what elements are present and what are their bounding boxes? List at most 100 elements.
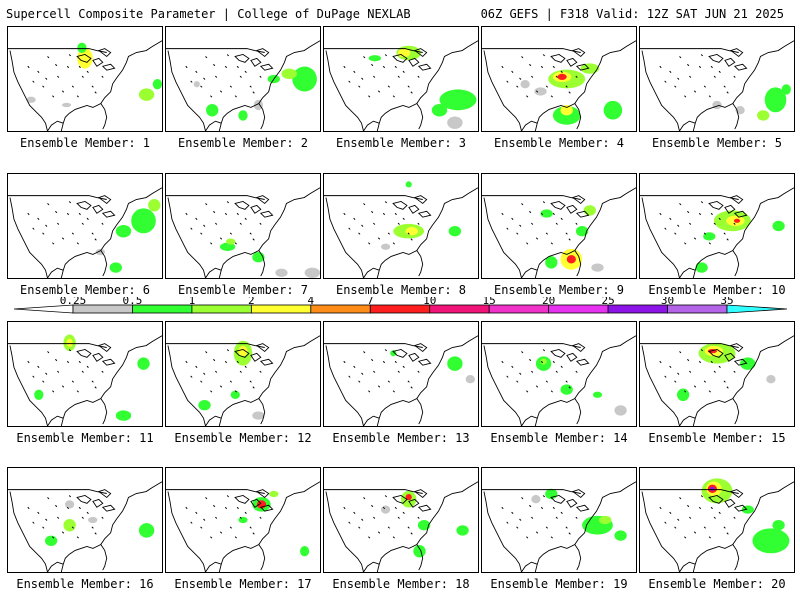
state-boundary-mark [229,232,232,235]
member-label: Ensemble Member: 6 [19,283,151,297]
colorbar: 0.25 0.5 1 2 4 7 10 15 20 25 30 35 [13,297,788,314]
geography-line [534,40,636,131]
geography-line [325,345,364,426]
state-boundary-mark [687,358,690,362]
state-boundary-mark [368,242,371,245]
state-boundary-mark [521,203,524,206]
state-boundary-mark [718,511,721,514]
state-boundary-mark [529,358,532,362]
ensemble-member-map [481,173,637,279]
geography-line [732,103,740,130]
geography-line [521,415,538,426]
state-boundary-mark [239,516,242,519]
geography-line [641,491,680,572]
state-boundary-mark [540,212,544,216]
state-boundary-mark [679,203,682,206]
member-label: Ensemble Member: 16 [16,577,154,591]
state-boundary-mark [361,372,364,375]
state-boundary-mark [371,210,374,214]
state-boundary-mark [664,375,667,378]
state-boundary-mark [501,360,504,364]
geography-line [167,345,206,426]
geography-line [376,187,478,278]
ensemble-member-map [639,173,795,279]
geography-line [363,561,380,572]
state-boundary-mark [535,385,539,388]
state-boundary-mark [353,217,356,220]
geography-line [324,489,423,494]
state-boundary-mark [219,237,223,240]
state-boundary-mark [545,85,548,88]
scp-contour [397,48,411,58]
geography-line [392,343,432,366]
scp-contour [603,100,623,120]
state-boundary-mark [94,91,97,94]
state-boundary-mark [703,232,706,235]
state-boundary-mark [689,370,692,373]
state-boundary-mark [353,70,356,73]
state-boundary-mark [511,70,514,73]
map-canvas [640,40,794,131]
geography-line [550,48,590,71]
state-boundary-mark [358,232,361,235]
state-boundary-mark [726,532,729,535]
state-boundary-mark [42,526,45,529]
state-boundary-mark [371,358,374,362]
map-canvas [166,335,320,426]
state-boundary-mark [55,504,58,508]
map-canvas [8,334,162,426]
state-boundary-mark [52,95,55,98]
geography-line [100,103,108,130]
state-boundary-mark [55,358,58,362]
state-boundary-mark [229,85,232,88]
scp-contour [575,226,589,237]
state-boundary-mark [708,536,711,539]
state-boundary-mark [550,390,553,393]
colorbar-swatch [548,304,609,314]
state-boundary-mark [86,511,89,514]
ensemble-member-map [165,467,321,573]
geography-line [47,120,64,131]
ensemble-member-map [481,321,637,427]
scp-contour [703,232,716,241]
state-boundary-mark [718,217,721,220]
ensemble-member-map [639,467,795,573]
member-label: Ensemble Member: 3 [335,136,467,150]
scp-contour [193,81,200,88]
map-canvas [640,335,794,426]
state-boundary-mark [343,212,346,216]
scp-contour [676,388,690,402]
colorbar-tick-label: 15 [483,297,496,307]
state-boundary-mark [47,203,50,206]
state-boundary-mark [410,386,413,389]
geography-line [258,398,266,425]
ensemble-member-map [7,321,163,427]
geography-line [482,195,581,200]
state-boundary-mark [244,217,247,220]
geography-line [521,561,538,572]
geography-line [550,489,590,512]
state-boundary-mark [542,495,546,498]
geography-line [692,187,794,278]
state-boundary-mark [501,506,504,510]
state-boundary-mark [190,227,193,230]
state-boundary-mark [565,526,568,529]
ensemble-member-map [639,321,795,427]
state-boundary-mark [687,63,690,67]
geography-line [679,267,696,278]
state-boundary-mark [565,232,568,235]
state-boundary-mark [66,212,70,216]
state-boundary-mark [669,511,672,514]
state-boundary-mark [57,222,60,225]
state-boundary-mark [402,217,405,220]
state-boundary-mark [689,516,692,519]
state-boundary-mark [47,497,50,500]
scp-contour [413,544,426,558]
scp-contour [88,516,98,524]
state-boundary-mark [42,85,45,88]
geography-line [483,491,522,572]
geography-line [324,343,423,348]
state-boundary-mark [700,201,704,204]
ensemble-member-map [165,173,321,279]
state-boundary-mark [252,238,255,241]
